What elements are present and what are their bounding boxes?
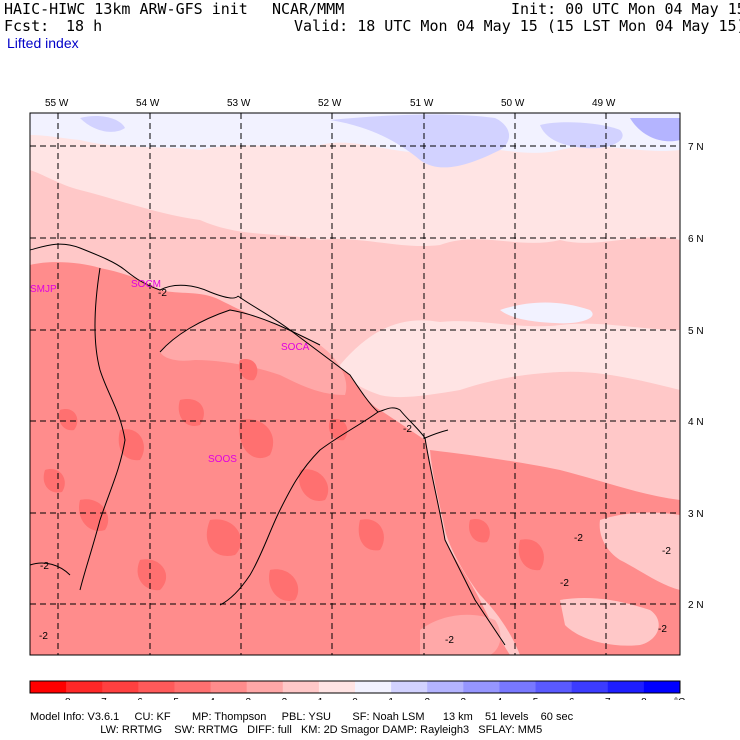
lon-label: 50 W xyxy=(501,98,525,109)
color-bar-swatch xyxy=(138,681,175,693)
color-bar-swatch xyxy=(102,681,139,693)
color-bar-ticks: -8 -7 -6 -5 -4 -3 -2 -1 0 1 2 3 4 5 6 7 8 xyxy=(62,697,647,700)
color-bar-tick-label: -1 xyxy=(314,697,323,700)
model-info-line1: Model Info: V3.6.1 CU: KF MP: Thompson P… xyxy=(30,711,574,723)
contour-label: -2 xyxy=(574,533,583,544)
color-bar-tick-label: 1 xyxy=(388,697,394,700)
model-info-line2: LW: RRTMG SW: RRTMG DIFF: full KM: 2D Sm… xyxy=(30,724,543,736)
color-bar-tick-label: 4 xyxy=(497,697,503,700)
lat-label: 4 N xyxy=(688,417,704,428)
lat-label: 5 N xyxy=(688,326,704,337)
color-bar-tick-label: 5 xyxy=(533,697,539,700)
color-bar-tick-label: 6 xyxy=(569,697,575,700)
forecast-hour: 18 h xyxy=(66,17,103,35)
contour-label: -2 xyxy=(403,424,412,435)
lat-label: 2 N xyxy=(688,600,704,611)
lat-label: 6 N xyxy=(688,234,704,245)
color-bar-tick-label: -8 xyxy=(62,697,71,700)
color-bar-swatch xyxy=(210,681,248,693)
contour-label: -2 xyxy=(445,635,454,646)
color-bar-swatch xyxy=(643,681,681,693)
color-bar-tick-label: 0 xyxy=(352,697,358,700)
color-bar-swatch xyxy=(355,681,392,693)
lon-label: 51 W xyxy=(410,98,434,109)
valid-time: Valid: 18 UTC Mon 04 May 15 (15 LST Mon … xyxy=(294,17,740,35)
contour-label: -2 xyxy=(662,546,671,557)
contour-label: -2 xyxy=(39,631,48,642)
station-label: SOCA xyxy=(281,342,310,353)
color-bar-tick-label: 8 xyxy=(641,697,647,700)
field-name: Lifted index xyxy=(7,35,79,51)
lat-label: 3 N xyxy=(688,509,704,520)
station-label: SMJP xyxy=(30,284,57,295)
contour-label: -2 xyxy=(658,624,667,635)
contour-label: -2 xyxy=(560,578,569,589)
model-title: HAIC-HIWC 13km ARW-GFS init xyxy=(4,0,248,18)
color-bar-swatch xyxy=(607,681,645,693)
color-bar-tick-label: 7 xyxy=(605,697,611,700)
color-bar-frame xyxy=(29,680,681,694)
color-bar xyxy=(29,680,681,694)
color-bar-tick-label: -7 xyxy=(98,697,107,700)
color-bar-swatch xyxy=(571,681,609,693)
color-bar-swatch xyxy=(427,681,464,693)
contour-label: -2 xyxy=(158,288,167,299)
color-bar-tick-label: -2 xyxy=(278,697,287,700)
map-frame xyxy=(29,112,681,656)
lifted-index-field xyxy=(30,113,680,655)
center-title: NCAR/MMM xyxy=(272,0,345,18)
station-label: SOCM xyxy=(131,279,161,290)
color-bar-tick-label: -5 xyxy=(170,697,179,700)
color-bar-swatch xyxy=(535,681,573,693)
color-bar-swatch xyxy=(282,681,320,693)
color-bar-swatch xyxy=(391,681,428,693)
lon-label: 53 W xyxy=(227,98,251,109)
color-bar-swatch xyxy=(246,681,284,693)
graticule xyxy=(30,113,680,655)
lon-label: 55 W xyxy=(45,98,69,109)
contour-label: -2 xyxy=(40,561,49,572)
lon-label: 54 W xyxy=(136,98,160,109)
color-bar-swatch xyxy=(66,681,103,693)
color-bar-swatch xyxy=(499,681,537,693)
color-bar-tick-label: -6 xyxy=(134,697,143,700)
color-bar-tick-label: -3 xyxy=(242,697,251,700)
lon-label: 52 W xyxy=(318,98,342,109)
color-bar-swatch xyxy=(30,681,67,693)
station-label: SOOS xyxy=(208,454,237,465)
color-bar-swatch xyxy=(174,681,212,693)
color-bar-tick-label: 2 xyxy=(424,697,430,700)
color-bar-swatch xyxy=(318,681,356,693)
init-time: Init: 00 UTC Mon 04 May 15 xyxy=(511,0,740,18)
lon-label: 49 W xyxy=(592,98,616,109)
color-bar-unit: °C xyxy=(674,697,685,700)
map-figure: 55 W 54 W 53 W 52 W 51 W 50 W 49 W 7 N 6… xyxy=(29,98,704,700)
forecast-label: Fcst: xyxy=(4,17,50,35)
color-bar-tick-label: -4 xyxy=(206,697,215,700)
color-bar-swatch xyxy=(463,681,500,693)
lat-label: 7 N xyxy=(688,142,704,153)
color-bar-tick-label: 3 xyxy=(461,697,467,700)
